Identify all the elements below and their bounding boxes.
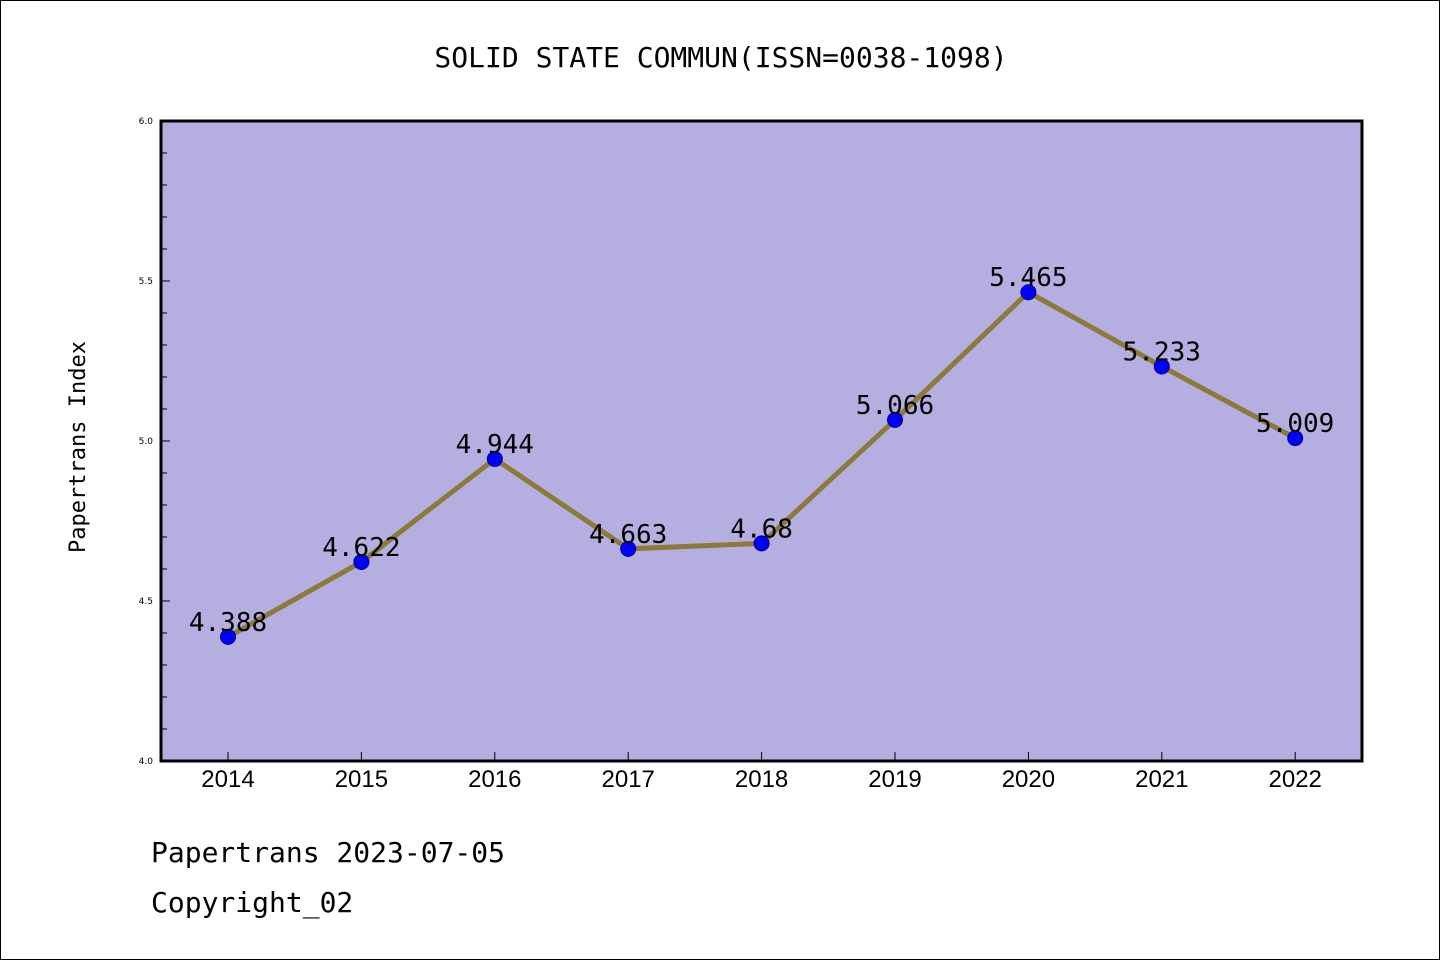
y-axis-label: Papertrans Index <box>66 341 91 553</box>
x-tick-label: 2019 <box>868 766 921 793</box>
data-point <box>1153 358 1170 375</box>
data-label: 5.066 <box>856 391 934 421</box>
data-labels: 4.388 4.622 4.944 4.663 4.68 5.066 5.465 5.233 5… <box>189 263 1334 638</box>
x-tick-label: 2018 <box>735 766 788 793</box>
y-tick-label: 5.0 <box>139 437 154 447</box>
data-label: 4.663 <box>589 520 667 550</box>
data-point <box>220 628 236 645</box>
data-label: 4.944 <box>456 430 534 460</box>
footer-date: Papertrans 2023-07-05 <box>151 836 506 869</box>
y-tick-label: 4.0 <box>139 757 154 767</box>
data-label: 4.622 <box>322 533 400 563</box>
plot-area <box>159 119 1364 763</box>
x-tick-label: 2016 <box>468 766 521 793</box>
y-tick-label: 5.5 <box>139 277 153 287</box>
data-point <box>753 535 770 552</box>
data-point <box>353 553 370 570</box>
data-label: 5.009 <box>1256 409 1334 439</box>
data-point <box>1287 430 1304 447</box>
data-point <box>887 411 903 428</box>
x-tick-label: 2014 <box>201 766 254 793</box>
data-point <box>1020 284 1037 301</box>
x-tick-label: 2022 <box>1269 766 1322 793</box>
data-label: 4.388 <box>189 608 267 638</box>
y-tick-label: 6.0 <box>139 117 154 127</box>
data-label: 5.233 <box>1123 337 1201 367</box>
footer-copyright: Copyright_02 <box>151 886 354 919</box>
data-point <box>486 450 503 467</box>
x-tick-label: 2017 <box>602 766 655 793</box>
chart-title: SOLID STATE COMMUN(ISSN=0038-1098) <box>434 41 1007 74</box>
y-tick-label: 4.5 <box>139 597 153 607</box>
x-axis-ticks: 2014 2015 2016 2017 2018 2019 2020 2021 2022 <box>201 752 1322 793</box>
data-point <box>620 540 637 557</box>
x-tick-label: 2021 <box>1135 766 1188 793</box>
data-label: 4.68 <box>730 514 793 544</box>
y-axis-ticks: 4.0 4.5 5.0 5.5 6.0 <box>139 117 170 767</box>
x-tick-label: 2020 <box>1002 766 1055 793</box>
data-label: 5.465 <box>989 263 1067 293</box>
series-index <box>220 284 1304 645</box>
x-tick-label: 2015 <box>335 766 388 793</box>
